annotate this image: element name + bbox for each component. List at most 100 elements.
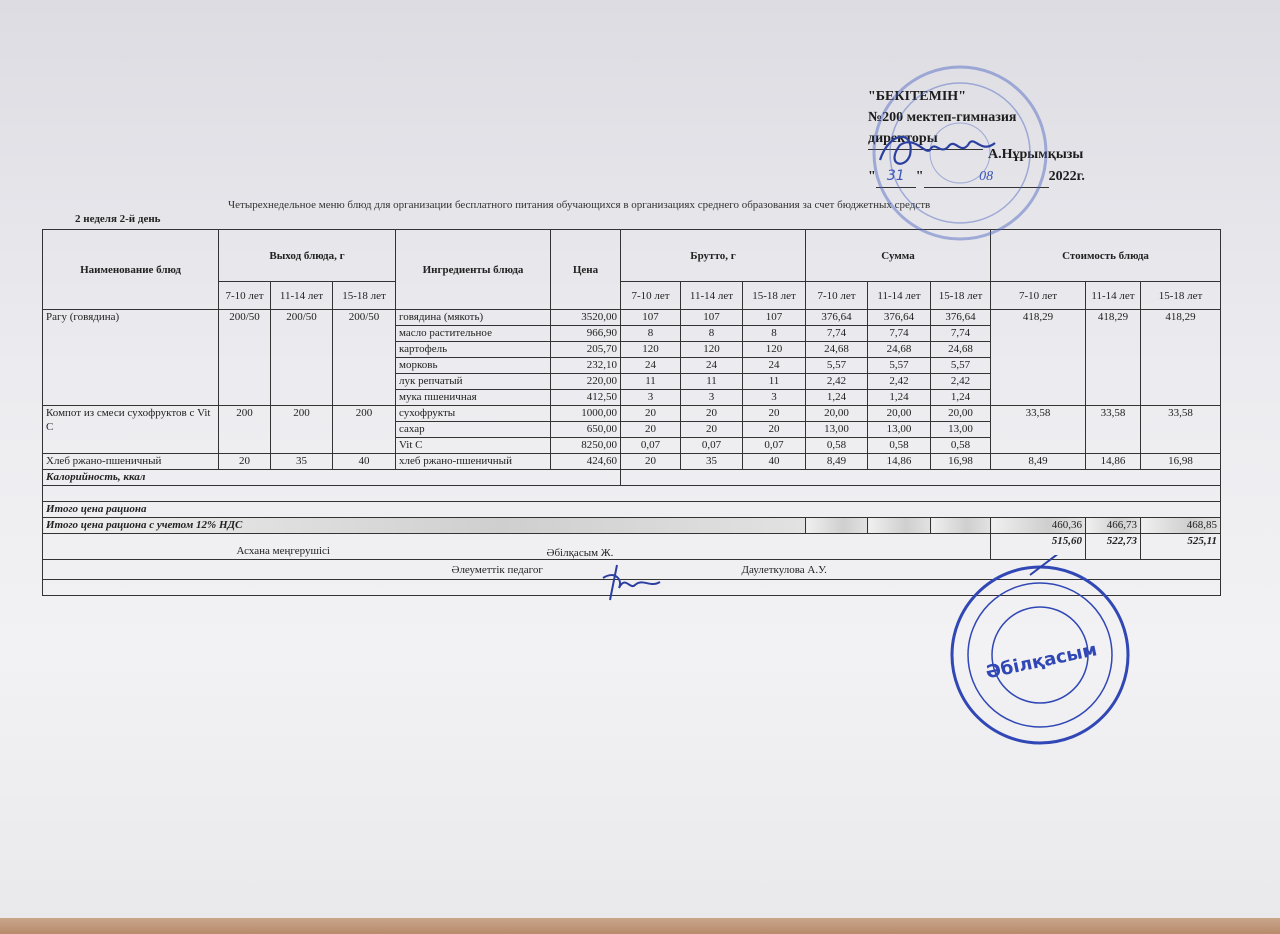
ingredient: говядина (мякоть) (395, 309, 551, 326)
ingredient-price: 966,90 (550, 325, 621, 342)
table-row: Vit C 8250,00 0,07 0,07 0,07 0,58 0,58 0,58 (43, 437, 1221, 454)
ingredient-brutto: 20 (680, 421, 743, 438)
ingredient-price: 3520,00 (550, 309, 621, 326)
cell (805, 517, 868, 534)
ingredient-brutto: 107 (742, 309, 806, 326)
ingredient-sum: 376,64 (867, 309, 931, 326)
table-row (42, 579, 1221, 596)
ingredient-brutto: 3 (742, 389, 806, 406)
total-vat-value: 515,60 (990, 533, 1086, 560)
dish-cost: 14,86 (1085, 453, 1141, 470)
ingredient-sum: 1,24 (930, 389, 991, 406)
header-cost-age: 15-18 лет (1140, 281, 1221, 310)
dish-cost: 8,49 (990, 453, 1086, 470)
ingredient-sum: 16,98 (930, 453, 991, 470)
ingredient-sum: 13,00 (805, 421, 868, 438)
ingredient-sum: 7,74 (805, 325, 868, 342)
ingredient: мука пшеничная (395, 389, 551, 406)
dish-yield: 200/50 (332, 309, 396, 406)
dish-name: Хлеб ржано-пшеничный (42, 453, 219, 470)
header-brutto-age: 15-18 лет (742, 281, 806, 310)
ingredient-brutto: 11 (620, 373, 681, 390)
ingredient: сахар (395, 421, 551, 438)
ingredient-brutto: 3 (680, 389, 743, 406)
ingredient-brutto: 120 (680, 341, 743, 358)
ingredient-sum: 14,86 (867, 453, 931, 470)
total-value: 466,73 (1085, 517, 1141, 534)
ingredient-price: 8250,00 (550, 437, 621, 454)
ingredient-sum: 5,57 (930, 357, 991, 374)
school-seal (872, 65, 1048, 241)
ingredient-sum: 1,24 (867, 389, 931, 406)
ingredient-sum: 24,68 (930, 341, 991, 358)
header-sum-age: 15-18 лет (930, 281, 991, 310)
canteen-seal: Әбілқасым (950, 555, 1130, 745)
signature-cell: Асхана меңгерушісі Әбілқасым Ж. (42, 533, 991, 560)
ingredient-sum: 20,00 (930, 405, 991, 422)
ingredient-sum: 2,42 (805, 373, 868, 390)
document-title: Четырехнедельное меню блюд для организац… (228, 199, 931, 211)
approval-name: А.Нұрымқызы (988, 147, 1084, 162)
table-row (42, 485, 1221, 502)
desk-edge (0, 918, 1280, 934)
ingredient-sum: 5,57 (867, 357, 931, 374)
ingredient-brutto: 3 (620, 389, 681, 406)
ingredient-sum: 13,00 (930, 421, 991, 438)
ingredient-brutto: 24 (620, 357, 681, 374)
ingredient-sum: 5,57 (805, 357, 868, 374)
ingredient-price: 220,00 (550, 373, 621, 390)
header-yield-age: 15-18 лет (332, 281, 396, 310)
table-row: Рагу (говядина) 200/50 200/50 200/50 говядин… (42, 309, 1221, 406)
ingredient-sum: 24,68 (867, 341, 931, 358)
ingredient-sum: 376,64 (805, 309, 868, 326)
dish-yield: 200 (218, 405, 271, 454)
signature-name: Әбілқасым Ж. (546, 547, 614, 559)
ingredient-price: 412,50 (550, 389, 621, 406)
header-yield: Выход блюда, г (218, 229, 396, 282)
header-brutto: Брутто, г (620, 229, 806, 282)
ingredient-brutto: 11 (742, 373, 806, 390)
header-yield-age: 11-14 лет (270, 281, 333, 310)
total-vat-value: 525,11 (1140, 533, 1221, 560)
approval-year: 2022г. (1048, 169, 1085, 184)
dish-cost: 33,58 (1085, 405, 1141, 454)
table-row: Калорийность, ккал (42, 469, 1221, 486)
header-sum-age: 11-14 лет (867, 281, 931, 310)
approval-role: директоры (868, 131, 938, 146)
header-price: Цена (550, 229, 621, 310)
ingredient-sum: 0,58 (930, 437, 991, 454)
ingredient: масло растительное (395, 325, 551, 342)
ingredient-sum: 24,68 (805, 341, 868, 358)
ingredient-price: 205,70 (550, 341, 621, 358)
ingredient: Vit C (395, 437, 551, 454)
total-label: Итого цена рациона (42, 501, 1221, 518)
header-ingredients: Ингредиенты блюда (395, 229, 551, 310)
ingredient-sum: 2,42 (867, 373, 931, 390)
cell (867, 517, 931, 534)
ingredient-brutto: 120 (620, 341, 681, 358)
ingredient: хлеб ржано-пшеничный (395, 453, 551, 470)
table-row: Итого цена рациона с учетом 12% НДС 460,3… (42, 517, 1221, 534)
dish-yield: 40 (332, 453, 396, 470)
ingredient-price: 650,00 (550, 421, 621, 438)
svg-text:Әбілқасым: Әбілқасым (984, 639, 1099, 683)
table-row: Итого цена рациона (42, 501, 1221, 518)
signature-name: Даулеткулова А.У. (741, 564, 827, 576)
ingredient-brutto: 8 (742, 325, 806, 342)
ingredient-brutto: 20 (742, 405, 806, 422)
signature-role: Әлеуметтік педагог (451, 564, 543, 576)
ingredient-brutto: 0,07 (680, 437, 743, 454)
ingredient-sum: 7,74 (930, 325, 991, 342)
ingredient-brutto: 107 (680, 309, 743, 326)
dish-cost: 418,29 (990, 309, 1086, 406)
ingredient-brutto: 0,07 (620, 437, 681, 454)
dish-name: Рагу (говядина) (42, 309, 219, 406)
total-value: 460,36 (990, 517, 1086, 534)
table-row: Хлеб ржано-пшеничный 20 35 40 хлеб ржано-пше… (42, 453, 1221, 470)
dish-yield: 35 (270, 453, 333, 470)
header-sum-age: 7-10 лет (805, 281, 868, 310)
ingredient-brutto: 24 (680, 357, 743, 374)
ingredient-brutto: 20 (620, 421, 681, 438)
ingredient-sum: 13,00 (867, 421, 931, 438)
dish-yield: 200 (270, 405, 333, 454)
